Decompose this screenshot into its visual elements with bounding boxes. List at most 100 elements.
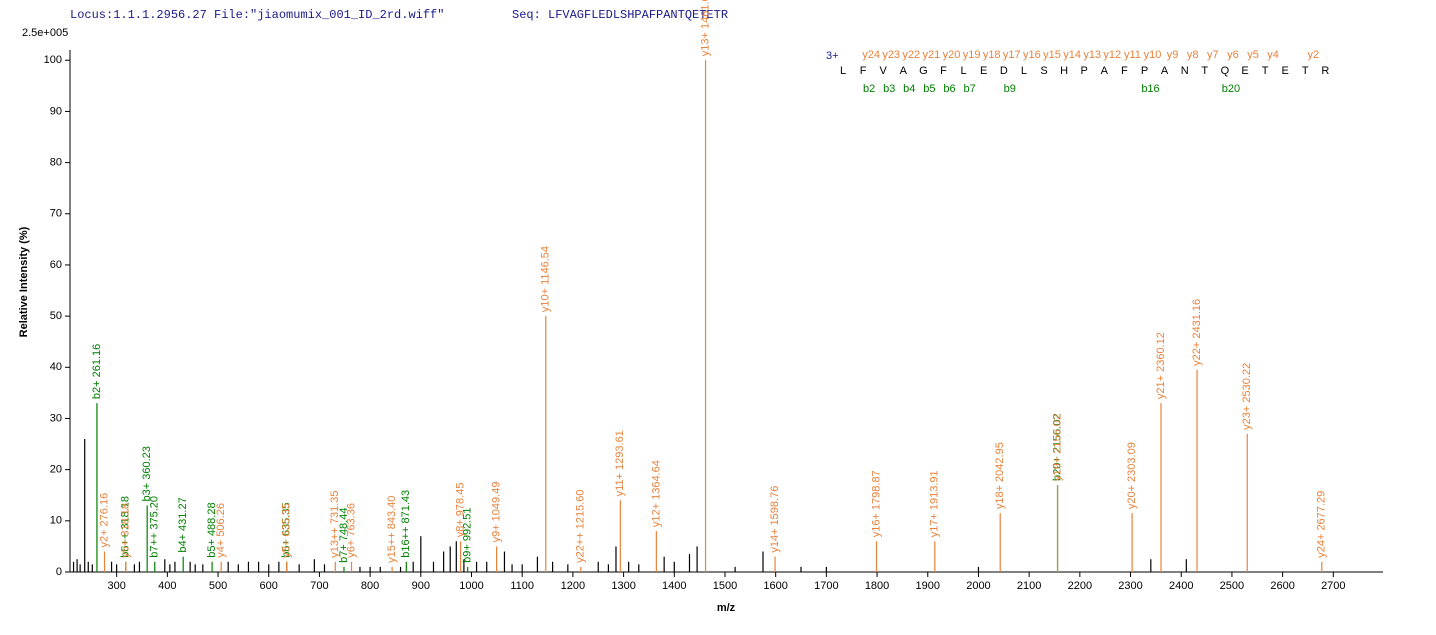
- y-ion: y13: [1083, 49, 1101, 61]
- peak-label: b3+ 360.23: [141, 446, 153, 501]
- y-ion: y20: [943, 49, 961, 61]
- peak-label: b6+ 635.35: [281, 502, 293, 557]
- peak-label: y11+ 1293.61: [614, 430, 626, 496]
- x-tick-label: 2600: [1270, 580, 1294, 592]
- x-tick-label: 2400: [1169, 580, 1193, 592]
- locus: Locus:1.1.1.2956.27 File:"jiaomumix_001_…: [70, 8, 444, 22]
- b-ion: b2: [863, 83, 875, 95]
- peak-label: y22++ 1215.60: [575, 489, 587, 562]
- residue: T: [1262, 65, 1269, 77]
- residue: F: [860, 65, 867, 77]
- peak-label: y21+ 2360.12: [1155, 332, 1167, 399]
- y-tick-label: 90: [50, 105, 62, 117]
- b-ion: b20: [1222, 83, 1240, 95]
- peak-label: y19+ 2156.02: [1051, 414, 1063, 481]
- residue: V: [880, 65, 888, 77]
- peak-label: y17+ 1913.91: [929, 470, 941, 537]
- y-ion: y21: [923, 49, 941, 61]
- x-tick-label: 1700: [814, 580, 838, 592]
- residue: Q: [1221, 65, 1230, 77]
- peak-label: y4+ 506.26: [215, 503, 227, 558]
- peak-label: y6+ 763.36: [345, 503, 357, 558]
- peak-label: b5+ 488.28: [206, 502, 218, 557]
- peak-label: y12+ 1364.64: [650, 460, 662, 527]
- residue: D: [1000, 65, 1008, 77]
- peak-label: y13+ 1461.69: [699, 0, 711, 56]
- residue: T: [1201, 65, 1208, 77]
- y-ion: y8: [1187, 49, 1199, 61]
- x-tick-label: 1100: [510, 580, 534, 592]
- y-tick-label: 60: [50, 259, 62, 271]
- b-ion: b7: [963, 83, 975, 95]
- peak-label: y20+ 2303.09: [1126, 442, 1138, 509]
- sequence-header: Seq: LFVAGFLEDLSHPAFPANTQETETR: [512, 8, 728, 22]
- y-ion: y22: [902, 49, 920, 61]
- peak-label: y5+ 318.18: [120, 503, 132, 558]
- peak-label: y22+ 2431.16: [1191, 299, 1203, 366]
- y-tick-label: 20: [50, 464, 62, 476]
- b-ion: b16: [1141, 83, 1159, 95]
- x-tick-label: 400: [158, 580, 176, 592]
- peak-label: b6++ 318.18: [120, 496, 132, 558]
- b-ion: b4: [903, 83, 915, 95]
- x-tick-label: 2700: [1321, 580, 1345, 592]
- b-ion: b6: [943, 83, 955, 95]
- y-tick-label: 80: [50, 156, 62, 168]
- residue: F: [940, 65, 947, 77]
- residue: N: [1181, 65, 1189, 77]
- y-tick-label: 70: [50, 208, 62, 220]
- peak-label: y10+ 1146.54: [540, 246, 552, 312]
- residue: A: [1101, 65, 1109, 77]
- peak-label: b4+ 431.27: [177, 497, 189, 552]
- y-tick-label: 100: [44, 54, 62, 66]
- x-tick-label: 600: [260, 580, 278, 592]
- b-ion: b9: [1004, 83, 1016, 95]
- x-tick-label: 1200: [561, 580, 585, 592]
- x-tick-label: 500: [209, 580, 227, 592]
- peak-label: y18+ 2042.95: [994, 442, 1006, 509]
- peak-label: y13++ 731.35: [329, 490, 341, 557]
- x-tick-label: 2100: [1017, 580, 1041, 592]
- peak-label: y16+ 1798.87: [870, 470, 882, 537]
- peak-label: b9+ 992.51: [462, 508, 474, 563]
- y-tick-label: 50: [50, 310, 62, 322]
- peak-label: y24+ 2677.29: [1316, 491, 1328, 558]
- x-tick-label: 2000: [966, 580, 990, 592]
- y-ion: y2: [1307, 49, 1319, 61]
- residue: S: [1040, 65, 1047, 77]
- x-tick-label: 2200: [1068, 580, 1092, 592]
- peak-label: y5+ 635.35: [281, 503, 293, 558]
- y-ion: y11: [1124, 49, 1141, 61]
- residue: G: [919, 65, 928, 77]
- peak-label: y23+ 2530.22: [1241, 363, 1253, 430]
- y-ion: y15: [1043, 49, 1061, 61]
- x-tick-label: 1600: [763, 580, 787, 592]
- y-ion: y6: [1227, 49, 1239, 61]
- peak-label: b16++ 871.43: [400, 490, 412, 558]
- residue: E: [1282, 65, 1289, 77]
- y-tick-label: 0: [56, 566, 62, 578]
- y-ion: y19: [963, 49, 981, 61]
- y-tick-label: 40: [50, 361, 62, 373]
- x-tick-label: 700: [310, 580, 328, 592]
- x-tick-label: 1900: [916, 580, 940, 592]
- residue: A: [1161, 65, 1169, 77]
- charge: 3+: [826, 50, 839, 62]
- residue: A: [900, 65, 908, 77]
- y-ion: y4: [1267, 49, 1279, 61]
- y-ion: y10: [1144, 49, 1162, 61]
- peak-label: y2+ 276.16: [98, 493, 110, 548]
- y-ion: y24: [862, 49, 880, 61]
- x-tick-label: 2500: [1220, 580, 1244, 592]
- residue: E: [1241, 65, 1248, 77]
- x-tick-label: 900: [412, 580, 430, 592]
- y-ion: y9: [1167, 49, 1179, 61]
- b-ion: b3: [883, 83, 895, 95]
- x-tick-label: 2300: [1118, 580, 1142, 592]
- residue: L: [840, 65, 846, 77]
- residue: R: [1321, 65, 1329, 77]
- x-tick-label: 1400: [662, 580, 686, 592]
- residue: P: [1081, 65, 1088, 77]
- y-tick-label: 30: [50, 412, 62, 424]
